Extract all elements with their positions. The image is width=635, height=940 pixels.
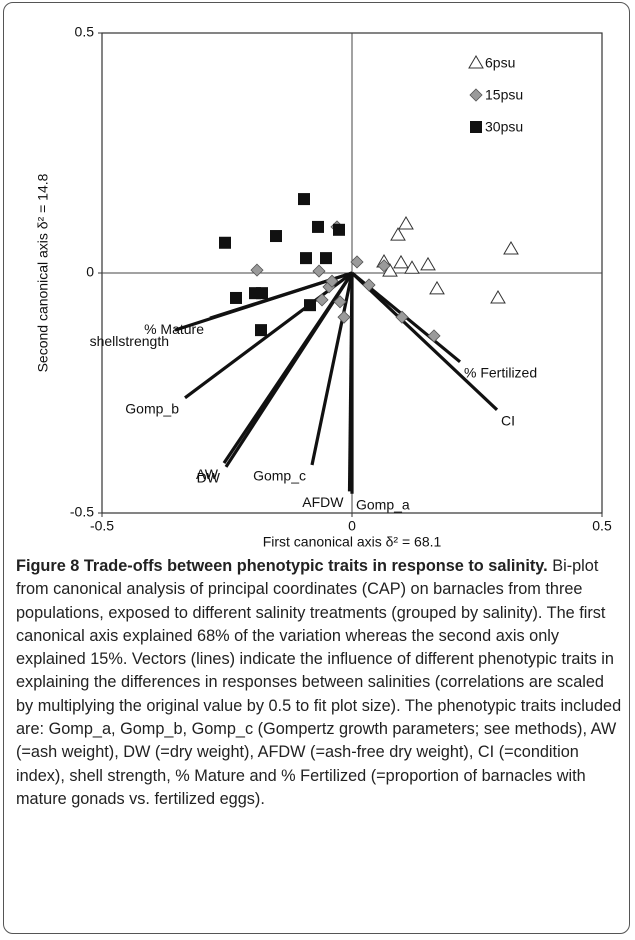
point	[337, 310, 351, 324]
y-tick-label: 0.5	[75, 24, 95, 40]
point	[325, 274, 339, 288]
point	[256, 287, 268, 300]
point	[393, 254, 409, 269]
point	[362, 278, 376, 292]
point	[427, 329, 441, 343]
trait-vector	[224, 272, 354, 468]
point	[377, 259, 391, 273]
vector-label: CI	[501, 413, 515, 429]
vector-label: DW	[197, 470, 221, 486]
legend-marker	[468, 55, 484, 69]
legend-marker	[470, 121, 482, 133]
x-tick-label: 0.5	[592, 518, 612, 534]
point	[304, 299, 316, 312]
point	[300, 252, 312, 265]
vector-label: % Fertilized	[464, 365, 537, 381]
trait-vector	[350, 271, 499, 411]
point	[420, 256, 436, 271]
point	[490, 289, 506, 304]
point	[333, 295, 347, 309]
vector-label: % Mature	[144, 321, 204, 337]
vector-label: Gomp_a	[356, 497, 410, 513]
legend-label: 6psu	[485, 55, 515, 71]
trait-vector	[310, 272, 354, 466]
x-tick-label: -0.5	[90, 518, 114, 534]
caption-text: Bi-plot from canonical analysis of princ…	[16, 557, 622, 808]
point	[320, 252, 332, 265]
caption: Figure 8 Trade-offs between phenotypic t…	[16, 555, 622, 811]
vector-label: shellstrength	[90, 333, 169, 349]
x-tick-label: 0	[348, 518, 356, 534]
point	[398, 216, 414, 230]
chart: First canonical axis δ² = 68.1 Second ca…	[35, 24, 612, 550]
vector-label: AW	[196, 466, 219, 482]
point	[230, 291, 242, 304]
point	[404, 260, 420, 274]
y-tick-label: -0.5	[70, 504, 94, 520]
point	[312, 220, 324, 233]
point	[382, 263, 398, 277]
point	[390, 227, 406, 241]
legend-marker	[469, 88, 483, 102]
point	[298, 193, 310, 206]
point	[250, 263, 264, 277]
trait-vector	[184, 271, 353, 400]
legend-label: 30psu	[485, 119, 523, 135]
y-tick-label: 0	[86, 264, 94, 280]
point	[312, 264, 326, 278]
point	[350, 255, 364, 269]
caption-title: Trade-offs between phenotypic traits in …	[83, 557, 548, 575]
point	[429, 280, 445, 295]
figure-frame	[3, 2, 630, 934]
x-axis-title: First canonical axis δ² = 68.1	[263, 534, 442, 550]
point	[333, 223, 345, 236]
point	[255, 324, 267, 337]
point	[219, 236, 231, 249]
vector-label: AFDW	[302, 494, 344, 510]
y-axis-title: Second canonical axis δ² = 14.8	[35, 173, 51, 372]
vector-label: Gomp_b	[125, 401, 179, 417]
point	[270, 230, 282, 243]
point	[503, 241, 519, 255]
point	[315, 293, 329, 307]
legend-label: 15psu	[485, 87, 523, 103]
vector-label: Gomp_c	[253, 468, 306, 484]
caption-label: Figure 8	[16, 557, 80, 575]
point	[395, 310, 409, 324]
